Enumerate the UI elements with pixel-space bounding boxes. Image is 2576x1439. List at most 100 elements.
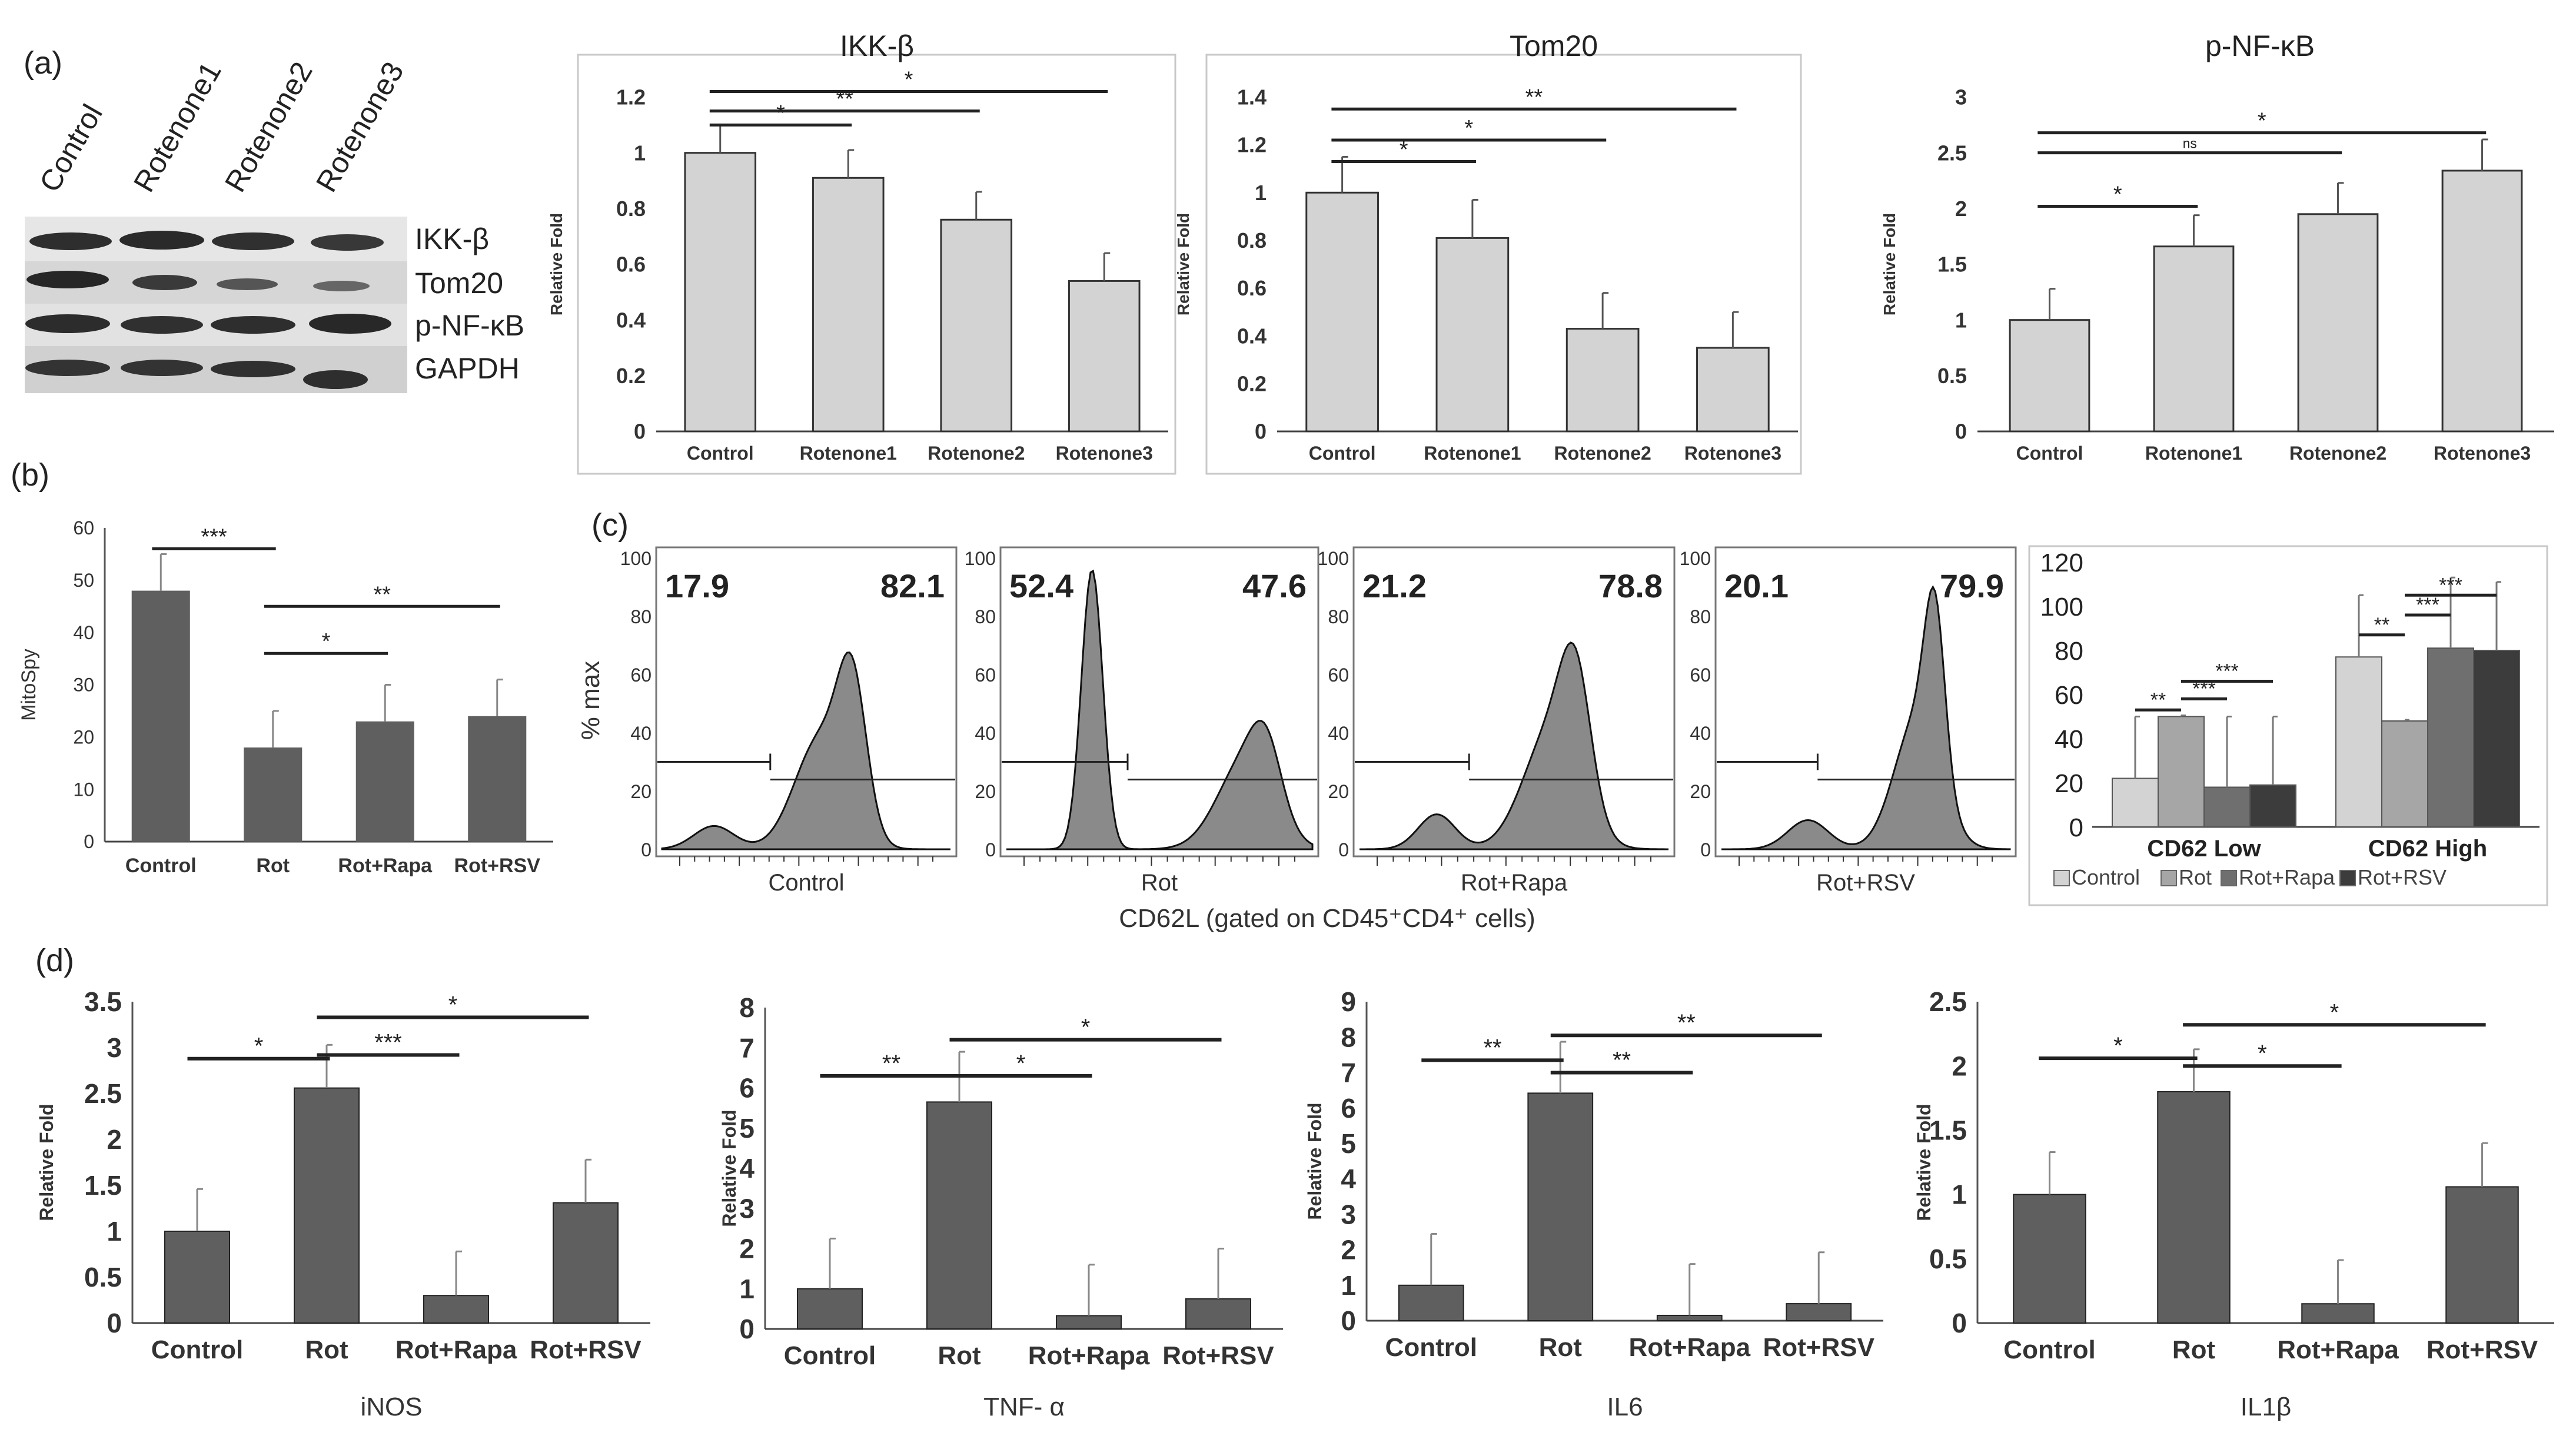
y-tick-label: 0 [84,831,94,852]
bar [1527,1092,1594,1321]
significance-label: *** [201,525,227,550]
bar [1398,1284,1464,1322]
significance-label: ** [1677,1010,1696,1036]
bar [1696,347,1770,433]
y-tick-label: 1 [1255,181,1267,205]
bar [2157,1091,2231,1324]
chart-tnfa: 0 1 2 3 4 5 6 7 8 Relative Fold Control Rot Rot+Rapa… [719,992,1283,1421]
flow-y-tick: 20 [630,781,652,802]
y-tick-label: 0 [739,1314,754,1344]
significance-label: * [2330,999,2339,1025]
chart-x-title: iNOS [360,1393,422,1421]
y-tick-label: 0.2 [1237,371,1267,396]
histogram [1006,569,1314,850]
chart-ikkb: IKK-β 0 0.2 0.4 0.6 0.8 1 1.2 Relative Fold Contr… [547,29,1176,475]
y-tick-label: 8 [739,992,754,1023]
flow-y-tick: 60 [975,664,996,686]
significance-label: * [776,101,785,125]
bar [2297,213,2379,433]
chart-il6: 0 1 2 3 4 5 6 7 8 9 Relative Fold Control Rot Rot+Rap… [1304,986,1883,1421]
y-tick-label: 0.6 [616,252,646,277]
y-tick-label: 3 [107,1032,122,1063]
y-tick-label: 1 [107,1216,122,1247]
flow-y-tick: 100 [620,548,652,569]
chart-title: p-NF-κB [2205,29,2315,62]
bar [2153,245,2235,433]
significance-label: * [1081,1015,1091,1041]
blot-band-label: IKK-β [415,222,489,255]
bar [2445,1186,2519,1324]
significance-label: * [322,629,331,654]
bar [2335,656,2382,827]
flow-low-percent: 21.2 [1362,567,1427,604]
flow-y-tick: 40 [630,723,652,744]
x-tick-label: Rot+Rapa [338,855,433,877]
y-tick-label: 0 [634,420,646,444]
chart-title: IKK-β [840,29,914,62]
y-tick-label: 1 [634,141,646,165]
blot-lane-label: Rotenone2 [218,57,319,198]
y-tick-label: 9 [1341,986,1356,1017]
bar [294,1087,360,1324]
y-tick-label: 2 [1341,1235,1356,1265]
x-tick-label: Control [1385,1333,1477,1362]
x-tick-label: Rotenone1 [2145,443,2242,464]
x-tick-label: Rot [305,1335,348,1364]
legend-label: Rot+RSV [2358,865,2447,889]
flow-y-tick: 60 [1690,664,1711,686]
x-tick-label: Control [784,1341,876,1370]
y-axis-label: MitoSpy [18,649,40,721]
flow-y-tick: 60 [1328,664,1349,686]
flow-panel-name: Control [769,870,845,896]
y-tick-label: 0.6 [1237,276,1267,300]
significance-label: * [2113,1033,2123,1059]
bar [2112,777,2159,827]
y-tick-label: 3 [739,1193,754,1224]
blot-lane-label: Rotenone1 [127,57,228,198]
x-tick-label: Rotenone2 [2289,443,2386,464]
x-tick-label: Rot [938,1341,981,1370]
x-tick-label: CD62 High [2368,836,2487,862]
bar [1656,1314,1723,1321]
y-tick-label: 3 [1341,1199,1356,1229]
x-tick-label: Rot+RSV [454,855,541,877]
y-tick-label: 80 [2055,637,2083,666]
y-tick-label: 1.5 [1937,252,1967,277]
y-tick-label: 3.5 [84,986,122,1017]
legend-label: Control [2072,865,2140,889]
y-tick-label: 0.4 [616,308,646,332]
flow-low-percent: 17.9 [665,567,729,604]
y-axis-label: Relative Fold [1174,213,1192,315]
bar [2249,784,2296,827]
y-tick-label: 40 [73,622,94,643]
flow-y-tick: 40 [975,723,996,744]
bar [423,1295,489,1324]
bar [2381,720,2428,827]
y-tick-label: 2 [1955,197,1967,221]
y-tick-label: 1 [1952,1179,1967,1210]
y-tick-label: 1.4 [1237,85,1267,109]
y-tick-label: 30 [73,674,94,696]
y-tick-label: 0 [2069,813,2083,842]
x-tick-label: Control [2003,1335,2095,1364]
flow-y-tick: 0 [1700,839,1711,860]
bar [1435,237,1510,433]
flow-y-tick: 80 [630,606,652,627]
significance-label: * [448,992,458,1018]
y-tick-label: 0.5 [84,1262,122,1292]
x-tick-label: Rot [1539,1333,1583,1362]
flow-y-tick: 0 [985,839,996,860]
bar [2009,319,2090,433]
flow-y-label: % max [576,661,605,740]
blot-band-label: Tom20 [415,267,503,300]
x-tick-label: Rot+Rapa [395,1335,517,1364]
y-tick-label: 0 [1255,420,1267,444]
x-tick-label: Rot+Rapa [2277,1335,2399,1364]
bar [940,218,1013,433]
bar [797,1288,863,1330]
bar [131,590,190,842]
bar [812,177,885,433]
